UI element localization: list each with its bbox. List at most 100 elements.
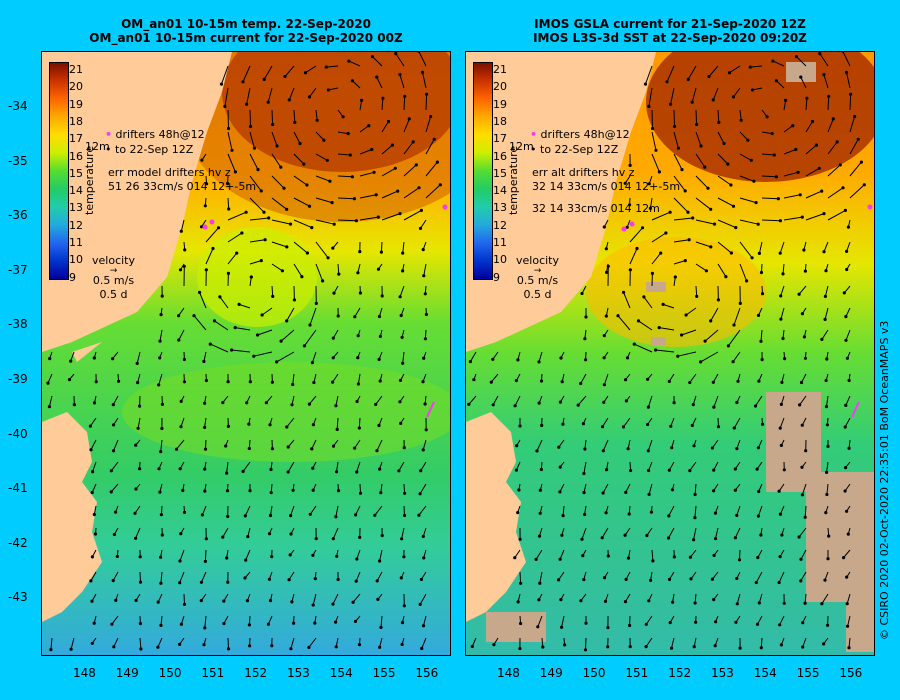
current-vector-head [778,512,782,516]
current-vector-head [844,315,848,319]
current-vector-head [134,487,138,491]
current-vector [760,329,763,342]
x-tick-label: 150 [582,666,606,680]
current-vector-head [216,226,221,230]
current-vector-head [726,344,730,348]
current-vector-head [667,577,672,582]
current-vector-head [347,59,351,63]
current-vector [326,65,339,68]
current-vector [249,109,251,127]
current-vector-head [709,207,713,211]
current-vector-head [334,645,338,649]
y-tick-label: -34 [8,99,28,113]
current-vector [139,637,142,650]
current-vector-head [672,401,676,405]
current-vector [355,505,361,516]
colorbar-tick-label: 21 [493,63,507,76]
current-vector-head [692,444,696,448]
current-vector [332,593,339,605]
current-vector [348,60,361,67]
current-vector [732,351,741,362]
current-vector [824,285,829,297]
current-vector-head [760,292,765,296]
current-vector-head [518,646,522,651]
current-vector-head [271,122,275,127]
current-vector-head [842,291,846,295]
current-vector-head [262,77,266,81]
current-vector [263,65,273,80]
current-vector-head [159,313,163,317]
current-vector-head [271,294,275,298]
current-vector-head [856,137,860,141]
current-vector-head [824,269,828,273]
left-velocity-speed: 0.5 m/s [92,274,135,287]
current-vector [700,351,719,363]
current-vector [651,153,660,173]
current-vector-head [423,402,427,406]
current-vector-head [771,59,775,63]
current-vector [381,167,396,177]
current-vector [711,439,719,449]
current-vector-head [709,319,713,323]
x-tick-label: 153 [287,666,310,680]
current-vector [418,52,427,67]
current-vector [249,239,266,243]
current-vector-head [646,405,650,409]
current-vector [381,190,398,199]
current-vector-head [667,514,671,518]
current-vector-head [331,246,335,250]
current-vector-head [584,621,588,625]
current-vector-head [835,140,839,144]
current-vector-head [756,446,760,450]
current-vector-head [420,646,424,651]
current-vector-head [735,513,739,517]
current-vector-head [716,298,720,302]
current-vector-head [738,301,742,305]
current-vector-head [581,422,585,426]
right-map-panel[interactable] [465,51,875,656]
current-vector-head [203,447,208,451]
current-vector [695,153,706,168]
current-vector-head [672,555,676,559]
current-vector-head [157,383,161,387]
current-vector-head [354,579,358,583]
current-vector-head [256,333,260,337]
current-vector [671,637,675,649]
current-vector [805,213,825,221]
current-vector [704,329,719,342]
current-vector-head [605,468,609,472]
current-vector [253,351,273,357]
current-vector-head [535,449,539,453]
current-vector-head [778,426,782,430]
current-vector-head [438,183,442,187]
current-vector [227,637,229,649]
current-vector [583,461,587,474]
current-vector [379,549,383,562]
current-vector [136,351,141,364]
current-vector-head [822,212,826,216]
current-vector-head [756,555,760,560]
current-vector [112,395,119,405]
current-vector [782,263,785,274]
current-vector-head [518,537,522,541]
current-vector-head [248,380,252,384]
current-vector-head [853,115,857,119]
left-map-panel[interactable] [41,51,451,656]
current-vector [337,175,353,178]
current-vector-head [266,622,270,626]
current-vector-head [313,621,317,625]
current-vector-head [322,138,326,142]
current-vector [311,439,317,450]
current-vector [420,219,427,229]
current-vector-head [537,534,542,538]
current-vector-head [695,122,699,127]
current-vector-head [179,399,183,403]
current-vector [336,461,339,472]
current-vector-head [248,124,253,129]
current-vector [739,263,748,282]
current-vector [760,637,763,648]
current-vector-head [198,290,202,294]
current-vector-head [203,467,207,471]
current-vector-head [757,601,761,605]
current-vector-head [759,533,763,537]
